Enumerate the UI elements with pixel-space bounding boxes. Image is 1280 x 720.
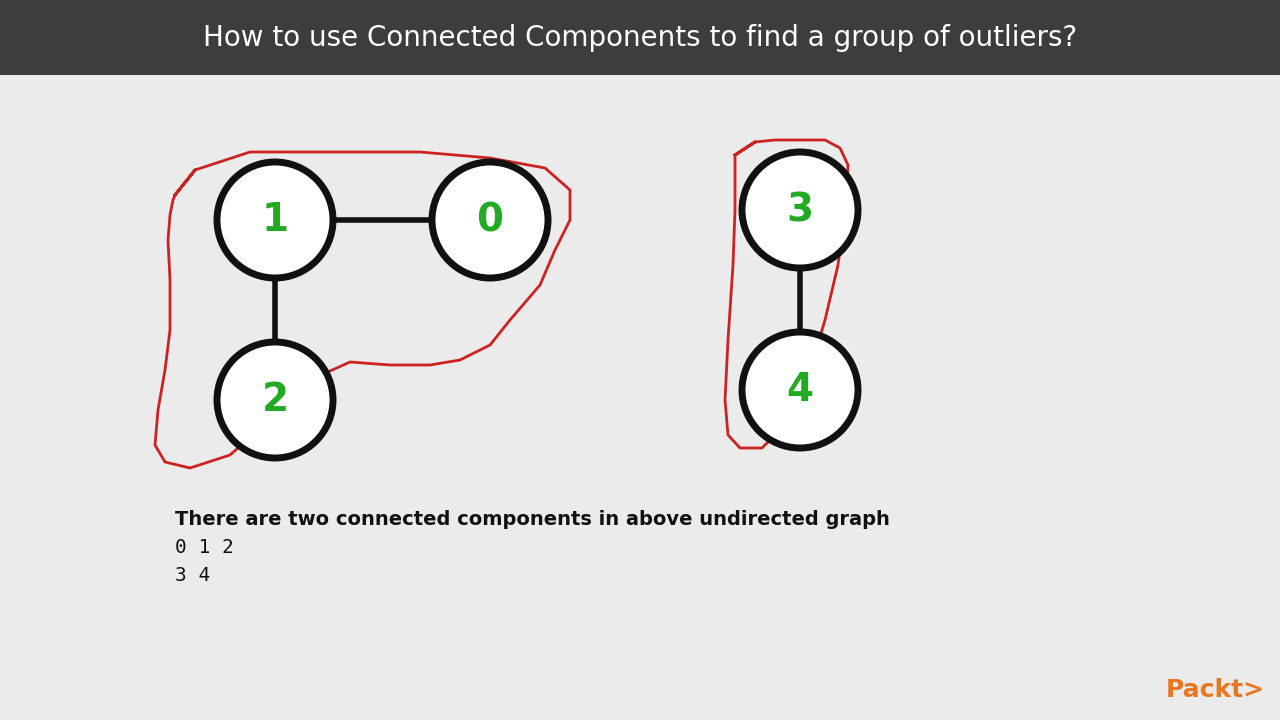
Text: 0 1 2: 0 1 2 xyxy=(175,538,234,557)
Text: There are two connected components in above undirected graph: There are two connected components in ab… xyxy=(175,510,890,529)
FancyBboxPatch shape xyxy=(0,0,1280,75)
Circle shape xyxy=(433,162,548,278)
Circle shape xyxy=(218,162,333,278)
Text: How to use Connected Components to find a group of outliers?: How to use Connected Components to find … xyxy=(202,24,1078,52)
Circle shape xyxy=(218,342,333,458)
Text: Packt>: Packt> xyxy=(1166,678,1265,702)
Text: 3 4: 3 4 xyxy=(175,566,210,585)
Circle shape xyxy=(742,152,858,268)
Text: 3: 3 xyxy=(786,191,814,229)
Circle shape xyxy=(742,332,858,448)
Text: 2: 2 xyxy=(261,381,288,419)
Text: 1: 1 xyxy=(261,201,288,239)
Text: 0: 0 xyxy=(476,201,503,239)
Text: 4: 4 xyxy=(786,371,814,409)
